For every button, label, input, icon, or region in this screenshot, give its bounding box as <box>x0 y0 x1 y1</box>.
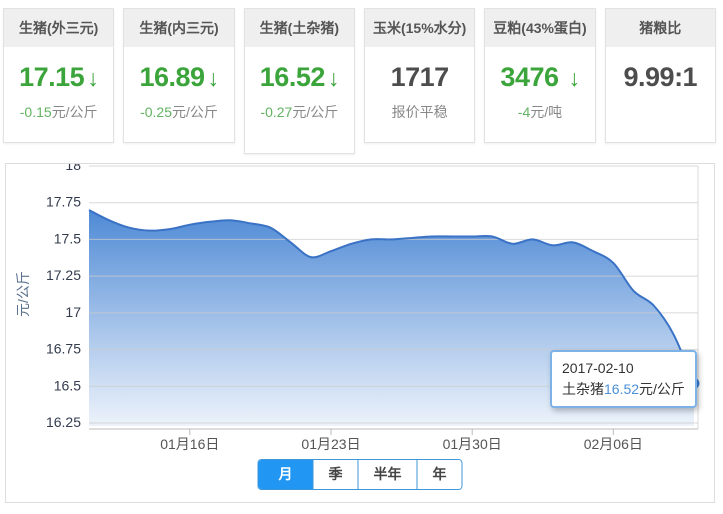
card-title: 生猪(内三元) <box>124 9 234 47</box>
y-axis-tick-label: 17.5 <box>54 230 81 246</box>
y-axis-tick-label: 18 <box>65 164 81 173</box>
down-arrow-icon: ↓ <box>327 65 340 91</box>
card-status: 报价平稳 <box>391 104 448 120</box>
card-value: 3476 ↓ <box>500 62 581 92</box>
card-title: 猪粮比 <box>605 9 715 47</box>
y-axis-tick-label: 17.75 <box>46 194 81 210</box>
down-arrow-icon: ↓ <box>207 65 220 91</box>
y-axis-tick-label: 16.75 <box>46 341 81 357</box>
y-axis-tick-label: 17 <box>65 304 81 320</box>
chart-line <box>88 209 695 384</box>
card-change: -4元/吨 <box>517 104 563 120</box>
card-title: 生猪(外三元) <box>4 9 114 47</box>
card-change: -0.15元/公斤 <box>19 104 98 120</box>
down-arrow-icon: ↓ <box>87 65 99 91</box>
y-axis-tick-label: 17.25 <box>46 267 81 283</box>
card-value: 16.89 ↓ <box>139 62 220 92</box>
card-title: 生猪(土杂猪) <box>244 9 354 47</box>
chart-tooltip: 2017-02-10 土杂猪16.52元/公斤 <box>550 350 697 408</box>
period-switcher: 月 季 半年 年 <box>257 459 463 490</box>
card-value: 16.52 ↓ <box>259 62 340 92</box>
y-axis-title: 元/公斤 <box>15 271 31 317</box>
y-axis-tick-label: 16.25 <box>46 414 81 430</box>
tooltip-value-line: 土杂猪16.52元/公斤 <box>562 381 685 397</box>
card-pig-nei-sanyuan[interactable]: 生猪(内三元) 16.89 ↓ -0.25元/公斤 <box>123 8 235 143</box>
period-tab-half-year[interactable]: 半年 <box>357 460 417 489</box>
stat-cards: 生猪(外三元) 17.15 ↓ -0.15元/公斤 生猪(内三元) 16.89 ↓ … <box>3 8 716 154</box>
period-tab-month[interactable]: 月 <box>258 460 313 489</box>
price-trend-chart-panel: 18 17.75 17.5 17.25 17 16.75 16.5 16.25 01月16日 01… <box>5 163 715 503</box>
card-value: 9.99:1 <box>623 62 698 92</box>
period-tab-quarter[interactable]: 季 <box>312 460 358 489</box>
card-pig-grain-ratio[interactable]: 猪粮比 9.99:1 <box>604 8 716 143</box>
card-pig-tuzazhu[interactable]: 生猪(土杂猪) 16.52 ↓ -0.27元/公斤 <box>243 8 355 154</box>
card-title: 玉米(15%水分) <box>364 9 475 47</box>
card-value: 1717 <box>390 62 450 92</box>
x-axis-tick-label: 02月06日 <box>584 436 643 452</box>
period-tab-year[interactable]: 年 <box>416 460 462 489</box>
card-value: 17.15 ↓ <box>19 62 99 92</box>
chart-area-fill <box>89 210 694 426</box>
card-corn[interactable]: 玉米(15%水分) 1717 报价平稳 <box>363 8 476 143</box>
tooltip-date: 2017-02-10 <box>562 360 634 376</box>
card-change: -0.25元/公斤 <box>140 104 218 120</box>
card-pig-wai-sanyuan[interactable]: 生猪(外三元) 17.15 ↓ -0.15元/公斤 <box>3 8 115 143</box>
x-axis-tick-label: 01月30日 <box>443 436 502 452</box>
down-arrow-icon: ↓ <box>568 65 581 91</box>
card-title: 豆粕(43%蛋白) <box>485 9 595 47</box>
y-axis-tick-label: 16.5 <box>54 377 81 393</box>
card-soybean-meal[interactable]: 豆粕(43%蛋白) 3476 ↓ -4元/吨 <box>484 8 596 143</box>
price-trend-area-chart[interactable]: 18 17.75 17.5 17.25 17 16.75 16.5 16.25 01月16日 01… <box>6 164 714 502</box>
x-axis-tick-label: 01月16日 <box>160 436 219 452</box>
x-axis-tick-label: 01月23日 <box>301 436 360 452</box>
card-change: -0.27元/公斤 <box>260 104 339 120</box>
